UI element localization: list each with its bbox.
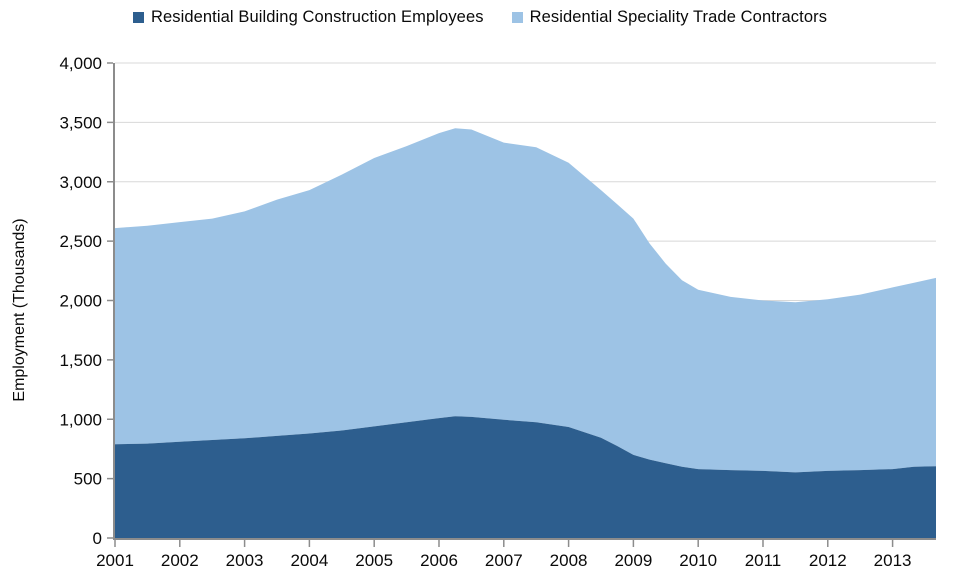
area-building-construction-employees (115, 416, 936, 538)
x-tick-label: 2006 (420, 551, 458, 570)
x-tick-label: 2007 (485, 551, 523, 570)
x-tick-label: 2012 (809, 551, 847, 570)
legend-label: Residential Speciality Trade Contractors (529, 8, 828, 26)
y-tick-label: 4,000 (59, 54, 102, 73)
y-tick-label: 1,500 (59, 351, 102, 370)
x-tick-label: 2001 (96, 551, 134, 570)
legend-swatch-dark-blue (132, 12, 144, 23)
legend-item-building-construction: Residential Building Construction Employ… (132, 8, 484, 27)
y-tick-label: 2,000 (59, 292, 102, 311)
y-tick-label: 0 (93, 529, 102, 548)
x-tick-label: 2004 (290, 551, 328, 570)
y-tick-label: 2,500 (59, 232, 102, 251)
y-tick-label: 3,000 (59, 173, 102, 192)
x-tick-label: 2002 (161, 551, 199, 570)
x-tick-label: 2010 (679, 551, 717, 570)
x-tick-label: 2003 (226, 551, 264, 570)
x-tick-label: 2008 (550, 551, 588, 570)
y-tick-label: 3,500 (59, 113, 102, 132)
legend-label: Residential Building Construction Employ… (150, 8, 484, 26)
x-tick-label: 2005 (355, 551, 393, 570)
x-tick-label: 2011 (745, 551, 782, 570)
x-tick-label: 2013 (874, 551, 912, 570)
chart-legend: Residential Building Construction Employ… (0, 8, 960, 27)
area-specialty-trade-contractors (115, 128, 936, 473)
y-tick-label: 1,000 (59, 410, 102, 429)
legend-swatch-light-blue (511, 12, 523, 23)
y-tick-label: 500 (74, 470, 102, 489)
x-tick-label: 2009 (614, 551, 652, 570)
legend-item-specialty-trade: Residential Speciality Trade Contractors (511, 8, 828, 27)
